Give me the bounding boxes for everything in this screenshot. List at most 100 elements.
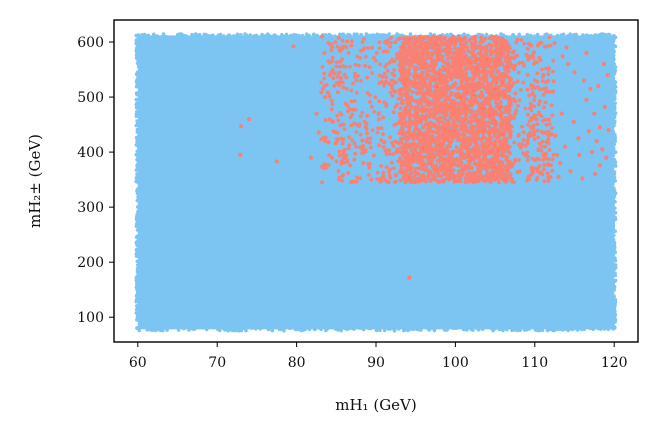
red-point <box>342 72 347 77</box>
red-point <box>448 131 452 136</box>
blue-point <box>282 328 286 333</box>
blue-point <box>593 33 598 37</box>
red-point <box>530 86 534 90</box>
red-point <box>338 111 343 115</box>
red-point <box>482 79 487 83</box>
red-point <box>504 84 508 89</box>
red-point <box>499 121 503 126</box>
red-point <box>419 159 424 164</box>
red-point <box>498 173 503 178</box>
red-point <box>326 59 331 63</box>
red-point <box>473 58 478 63</box>
red-point <box>406 37 411 41</box>
red-point <box>360 151 365 155</box>
red-point <box>547 117 552 122</box>
red-point <box>422 168 427 173</box>
red-point <box>441 142 446 147</box>
blue-point <box>135 228 140 232</box>
red-point <box>488 105 492 110</box>
red-point <box>508 172 513 177</box>
red-point <box>457 72 462 76</box>
red-point <box>346 171 350 176</box>
red-point <box>421 162 426 167</box>
red-point <box>453 179 457 183</box>
red-point <box>382 71 387 76</box>
red-point <box>354 145 359 149</box>
blue-point <box>555 33 560 38</box>
red-point <box>361 144 366 148</box>
red-point <box>427 148 432 153</box>
red-point <box>479 90 484 94</box>
blue-point <box>596 326 600 331</box>
red-point <box>415 144 420 149</box>
red-point <box>331 76 336 80</box>
red-point <box>467 109 472 114</box>
red-point <box>547 35 552 40</box>
red-point <box>428 170 433 174</box>
red-point <box>418 155 423 160</box>
red-outlier-point <box>407 275 412 280</box>
red-point <box>484 47 488 51</box>
red-point <box>411 44 415 49</box>
red-point <box>399 158 403 163</box>
red-point <box>442 36 447 41</box>
blue-point <box>161 328 165 333</box>
blue-point <box>527 327 531 331</box>
blue-point <box>544 32 549 36</box>
red-point <box>485 158 490 163</box>
red-point <box>332 71 336 76</box>
red-point <box>494 83 498 88</box>
red-point <box>403 52 408 57</box>
red-point <box>367 140 372 145</box>
red-point <box>353 71 357 76</box>
red-point <box>377 99 382 104</box>
red-point <box>464 139 469 144</box>
blue-point <box>612 287 617 292</box>
blue-point <box>361 327 366 332</box>
blue-point <box>367 33 372 38</box>
red-point <box>525 158 530 163</box>
red-outlier-point <box>238 124 244 129</box>
red-point <box>506 43 511 47</box>
red-point <box>486 111 491 116</box>
red-point <box>473 34 478 39</box>
red-point <box>539 170 544 175</box>
red-point <box>324 162 328 167</box>
red-point <box>472 130 477 135</box>
blue-point <box>312 327 317 332</box>
red-point <box>392 89 396 93</box>
blue-point <box>555 327 560 332</box>
red-point <box>398 50 402 54</box>
red-point <box>483 114 488 118</box>
red-point <box>451 175 456 180</box>
red-point <box>434 142 439 147</box>
red-point <box>550 113 555 118</box>
red-point <box>357 63 361 68</box>
red-point <box>352 99 357 103</box>
red-point <box>410 83 414 88</box>
blue-point <box>135 286 139 291</box>
red-point <box>363 149 368 154</box>
red-point <box>461 103 466 108</box>
blue-point <box>134 78 139 83</box>
blue-point <box>134 176 139 180</box>
red-point <box>379 138 384 143</box>
blue-point <box>137 133 141 138</box>
red-point <box>430 92 435 97</box>
red-point <box>415 60 420 65</box>
red-point <box>398 53 402 58</box>
red-point <box>503 176 508 180</box>
red-point <box>545 171 550 176</box>
blue-point <box>134 41 139 46</box>
red-point <box>351 107 356 112</box>
red-point <box>446 137 450 141</box>
red-point <box>337 175 342 180</box>
red-point <box>485 102 489 106</box>
blue-point <box>613 215 617 220</box>
red-outlier-point <box>550 89 556 94</box>
red-point <box>409 40 413 45</box>
blue-point <box>603 32 607 37</box>
red-point <box>493 174 497 179</box>
red-outlier-point <box>566 61 571 67</box>
red-point <box>319 80 324 85</box>
